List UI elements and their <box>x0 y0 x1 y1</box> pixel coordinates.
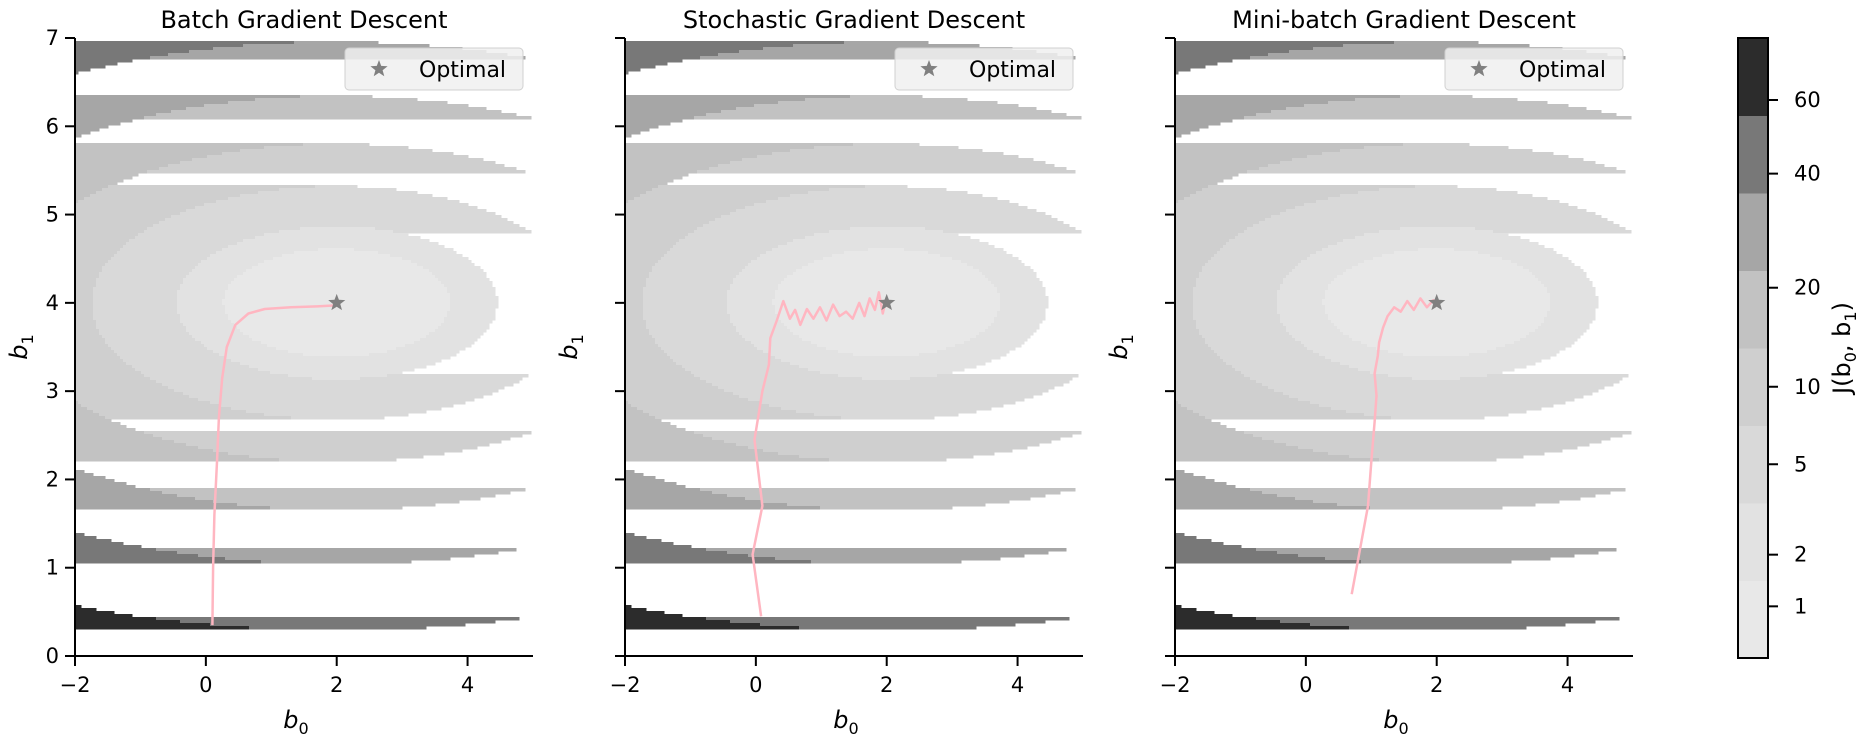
y-tick-label: 1 <box>46 556 59 580</box>
legend-box <box>1444 47 1624 91</box>
colorbar-frame <box>1737 37 1769 659</box>
subplot-title: Batch Gradient Descent <box>160 6 447 34</box>
x-tick-label: 4 <box>461 673 474 697</box>
y-tick-label: 2 <box>46 467 59 491</box>
descent-path <box>211 304 334 626</box>
legend-label: Optimal <box>1519 58 1606 83</box>
colorbar-band <box>1738 348 1768 426</box>
colorbar-tick-label: 5 <box>1794 452 1807 476</box>
colorbar-band <box>1738 270 1768 349</box>
legend-box <box>344 47 524 91</box>
x-tick-label: 0 <box>199 673 212 697</box>
contour-fill <box>75 41 532 630</box>
legend-label: Optimal <box>419 58 506 83</box>
colorbar-label-sub: 1 <box>1841 311 1858 321</box>
x-axis-label-sub: 0 <box>299 719 309 736</box>
colorbar-tick-label: 10 <box>1794 375 1821 399</box>
legend-box <box>894 47 1074 91</box>
subplot-batch: Batch Gradient Descent −2 0 2 401234567b0b1… <box>5 6 533 736</box>
y-axis-label-sub: 1 <box>568 334 587 344</box>
y-axis-label-text: b <box>5 344 33 359</box>
y-tick-label: 7 <box>46 26 59 50</box>
legend-star-icon <box>920 60 938 77</box>
x-tick-label: 4 <box>1561 673 1574 697</box>
legend-star-icon <box>370 60 388 77</box>
x-tick-label: 2 <box>330 673 343 697</box>
x-axis-label-text: b <box>283 706 298 734</box>
x-axis-label-text: b <box>833 706 848 734</box>
x-tick-label: 2 <box>880 673 893 697</box>
y-axis-label-text: b <box>555 344 583 359</box>
x-axis-label: b0 <box>833 706 858 736</box>
x-tick-label: −2 <box>1160 673 1191 697</box>
descent-path <box>751 291 890 617</box>
colorbar-tick-label: 40 <box>1794 162 1821 186</box>
y-tick-label: 3 <box>46 379 59 403</box>
optimal-star-marker <box>328 293 346 311</box>
contour-fill <box>1175 41 1632 630</box>
subplot-minibatch: Mini-batch Gradient Descent −2 0 2 4b0b1Opt… <box>1105 6 1633 736</box>
y-axis-label-sub: 1 <box>1118 334 1137 344</box>
colorbar-tick-label: 2 <box>1794 543 1807 567</box>
x-axis-label: b0 <box>1383 706 1408 736</box>
y-tick-label: 4 <box>46 291 59 315</box>
colorbar-band <box>1738 38 1768 116</box>
subplot-title: Mini-batch Gradient Descent <box>1232 6 1576 34</box>
colorbar-band <box>1738 425 1768 504</box>
legend-label: Optimal <box>969 58 1056 83</box>
colorbar-band <box>1738 503 1768 581</box>
y-axis-label: b1 <box>1105 334 1137 359</box>
colorbar-band <box>1738 580 1768 659</box>
y-tick-label: 6 <box>46 114 59 138</box>
y-tick-label: 5 <box>46 203 59 227</box>
x-axis-label-sub: 0 <box>849 719 859 736</box>
legend-star-icon <box>1470 60 1488 77</box>
colorbar-label-part: J(b <box>1828 362 1856 396</box>
x-axis-label-text: b <box>1383 706 1398 734</box>
colorbar-label-part: ) <box>1828 302 1856 311</box>
x-tick-label: 0 <box>749 673 762 697</box>
x-axis-label-sub: 0 <box>1399 719 1409 736</box>
colorbar-label-sub: 0 <box>1841 352 1858 362</box>
colorbar-label-part: , b <box>1828 322 1856 353</box>
optimal-star-marker <box>1428 293 1446 311</box>
subplot-title: Stochastic Gradient Descent <box>683 6 1025 34</box>
colorbar-tick-label: 20 <box>1794 276 1821 300</box>
y-axis-label: b1 <box>5 334 37 359</box>
x-tick-label: 2 <box>1430 673 1443 697</box>
contour-fill <box>625 41 1082 630</box>
colorbar-tick-label: 1 <box>1794 594 1807 618</box>
x-axis-label: b0 <box>283 706 308 736</box>
colorbar-band <box>1738 115 1768 194</box>
colorbar-band <box>1738 193 1768 271</box>
y-axis-label: b1 <box>555 334 587 359</box>
x-tick-label: 4 <box>1011 673 1024 697</box>
x-tick-label: 0 <box>1299 673 1312 697</box>
y-tick-label: 0 <box>46 644 59 668</box>
descent-path <box>1350 297 1439 595</box>
x-tick-label: −2 <box>60 673 91 697</box>
optimal-star-marker <box>878 293 896 311</box>
subplot-stochastic: Stochastic Gradient Descent −2 0 2 4b0b1Opt… <box>555 6 1083 736</box>
colorbar-label: J(b0, b1) <box>1828 302 1858 396</box>
y-axis-label-text: b <box>1105 344 1133 359</box>
x-tick-label: −2 <box>610 673 641 697</box>
y-axis-label-sub: 1 <box>18 334 37 344</box>
colorbar-tick-label: 60 <box>1794 88 1821 112</box>
